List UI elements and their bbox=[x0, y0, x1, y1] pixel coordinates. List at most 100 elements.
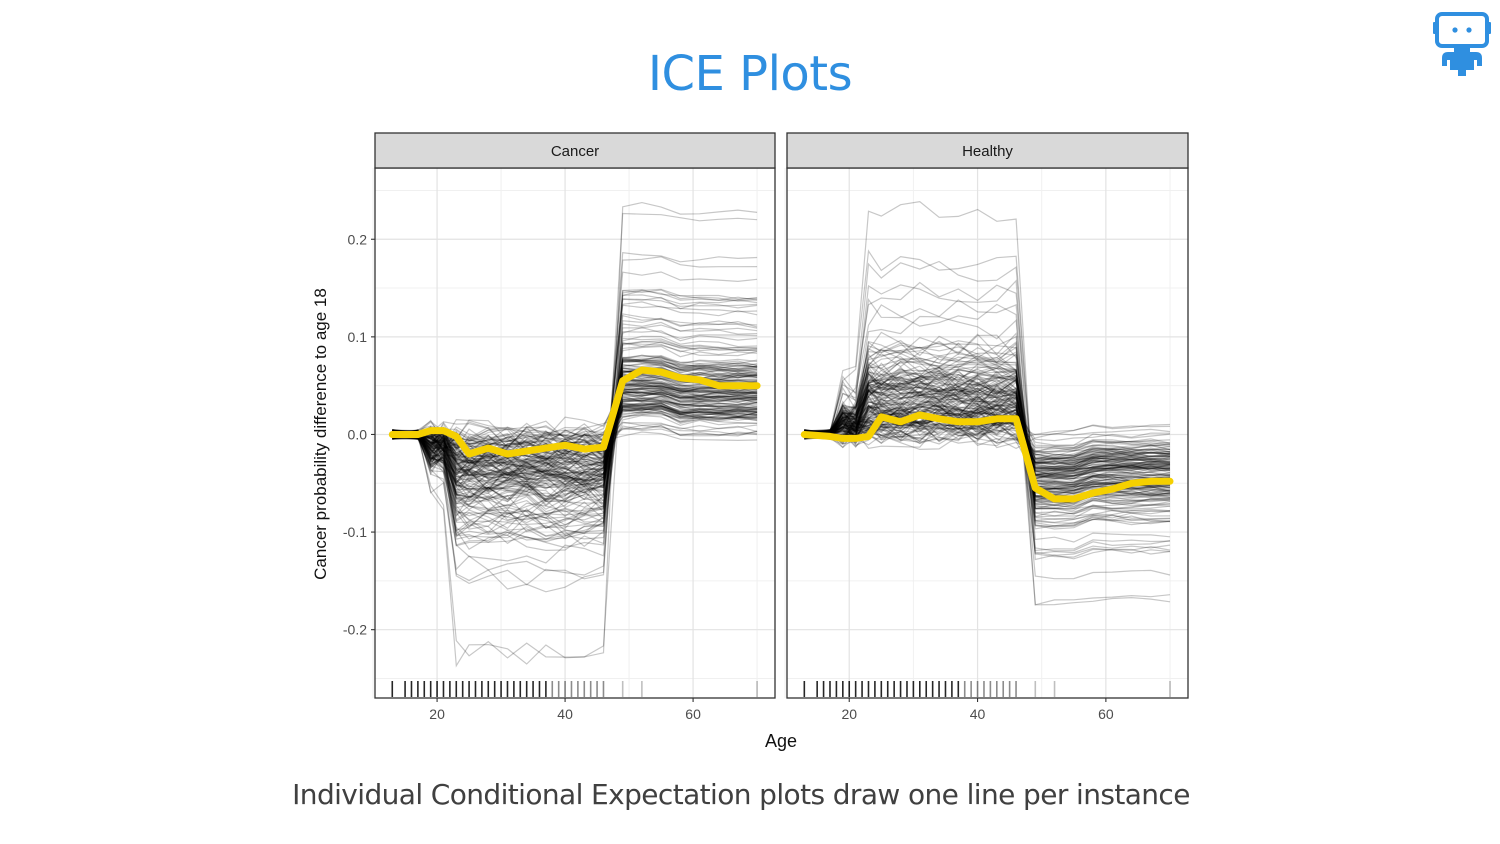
ice-line bbox=[804, 389, 1171, 478]
ice-line bbox=[392, 382, 758, 465]
ice-line bbox=[804, 408, 1171, 465]
ice-line bbox=[804, 348, 1171, 513]
ice-line bbox=[804, 396, 1171, 473]
ice-line bbox=[392, 388, 758, 482]
ice-line bbox=[804, 416, 1171, 465]
ice-line bbox=[804, 384, 1171, 512]
ice-line bbox=[804, 396, 1171, 489]
ice-line bbox=[804, 417, 1171, 472]
facet-strip bbox=[374, 132, 776, 169]
ice-line bbox=[804, 410, 1171, 459]
x-tick-label: 60 bbox=[685, 706, 701, 722]
ice-line bbox=[804, 380, 1171, 486]
ice-line bbox=[804, 378, 1171, 555]
ice-line bbox=[804, 408, 1171, 468]
ice-line bbox=[804, 366, 1171, 469]
ice-line bbox=[392, 384, 758, 442]
ice-line bbox=[392, 387, 758, 470]
ice-line bbox=[392, 324, 758, 540]
ice-line bbox=[804, 386, 1171, 488]
ice-line bbox=[392, 294, 758, 513]
ice-line bbox=[804, 403, 1171, 472]
ice-line bbox=[392, 424, 758, 454]
ice-line bbox=[804, 375, 1171, 491]
facet-panel-healthy: Healthy 20 40 60 bbox=[784, 132, 1189, 722]
ice-line bbox=[392, 414, 758, 450]
ice-line bbox=[804, 353, 1171, 503]
ice-line bbox=[804, 352, 1171, 580]
ice-line bbox=[392, 340, 758, 540]
ice-line bbox=[392, 337, 758, 534]
ice-line bbox=[804, 381, 1171, 479]
ice-line bbox=[804, 373, 1171, 490]
ice-line bbox=[804, 380, 1171, 530]
ice-line bbox=[804, 395, 1171, 446]
ice-line bbox=[392, 403, 758, 475]
pdp-line bbox=[800, 411, 1174, 503]
ice-line bbox=[392, 378, 758, 543]
ice-line bbox=[392, 288, 758, 503]
y-tick-label: -0.2 bbox=[343, 622, 367, 638]
ice-line bbox=[804, 419, 1171, 461]
ice-line bbox=[392, 317, 758, 586]
ice-line bbox=[392, 406, 758, 450]
ice-line bbox=[392, 391, 758, 489]
ice-line bbox=[804, 346, 1171, 510]
ice-line bbox=[392, 356, 758, 518]
facet-label: Cancer bbox=[551, 143, 599, 160]
ice-line bbox=[392, 212, 758, 552]
ice-line bbox=[804, 396, 1171, 480]
ice-line bbox=[392, 407, 758, 493]
ice-line bbox=[392, 378, 758, 524]
ice-line bbox=[804, 421, 1171, 470]
ice-line bbox=[804, 406, 1171, 482]
ice-line bbox=[392, 362, 758, 509]
ice-line bbox=[804, 403, 1171, 477]
ice-line bbox=[392, 378, 758, 530]
ice-line bbox=[392, 392, 758, 478]
y-tick-label: 0.2 bbox=[348, 231, 368, 247]
ice-line bbox=[804, 412, 1171, 482]
ice-line bbox=[392, 395, 758, 489]
ice-line bbox=[804, 342, 1171, 552]
ice-line bbox=[392, 402, 758, 466]
ice-line bbox=[392, 403, 758, 464]
ice-line bbox=[804, 356, 1171, 524]
ice-line bbox=[804, 401, 1171, 480]
ice-line bbox=[804, 380, 1171, 486]
ice-line bbox=[392, 345, 758, 523]
ice-line bbox=[392, 341, 758, 546]
ice-line bbox=[804, 404, 1171, 456]
ice-line bbox=[804, 384, 1171, 490]
ice-line bbox=[392, 380, 758, 463]
ice-line bbox=[392, 373, 758, 500]
ice-line bbox=[392, 383, 758, 503]
ice-line bbox=[804, 372, 1171, 488]
ice-line bbox=[804, 374, 1171, 488]
ice-line bbox=[804, 355, 1171, 484]
ice-line bbox=[392, 368, 758, 500]
ice-line bbox=[804, 370, 1171, 495]
ice-line bbox=[804, 403, 1171, 493]
ice-line bbox=[804, 384, 1171, 470]
ice-line bbox=[392, 378, 758, 482]
ice-line bbox=[392, 424, 758, 453]
ice-line bbox=[392, 201, 758, 668]
ice-line bbox=[804, 370, 1171, 493]
ice-line bbox=[392, 381, 758, 533]
ice-line bbox=[804, 389, 1170, 488]
ice-line bbox=[392, 367, 758, 495]
ice-line bbox=[804, 377, 1171, 556]
ice-line bbox=[392, 391, 758, 451]
ice-line bbox=[804, 335, 1171, 520]
ice-line bbox=[392, 397, 758, 503]
ice-line bbox=[392, 387, 758, 466]
ice-line bbox=[804, 366, 1171, 476]
ice-line bbox=[804, 414, 1171, 459]
ice-line bbox=[804, 249, 1171, 518]
ice-line bbox=[804, 279, 1171, 561]
ice-line bbox=[392, 422, 758, 475]
ice-line bbox=[392, 356, 758, 516]
y-tick-label: -0.1 bbox=[343, 524, 367, 540]
